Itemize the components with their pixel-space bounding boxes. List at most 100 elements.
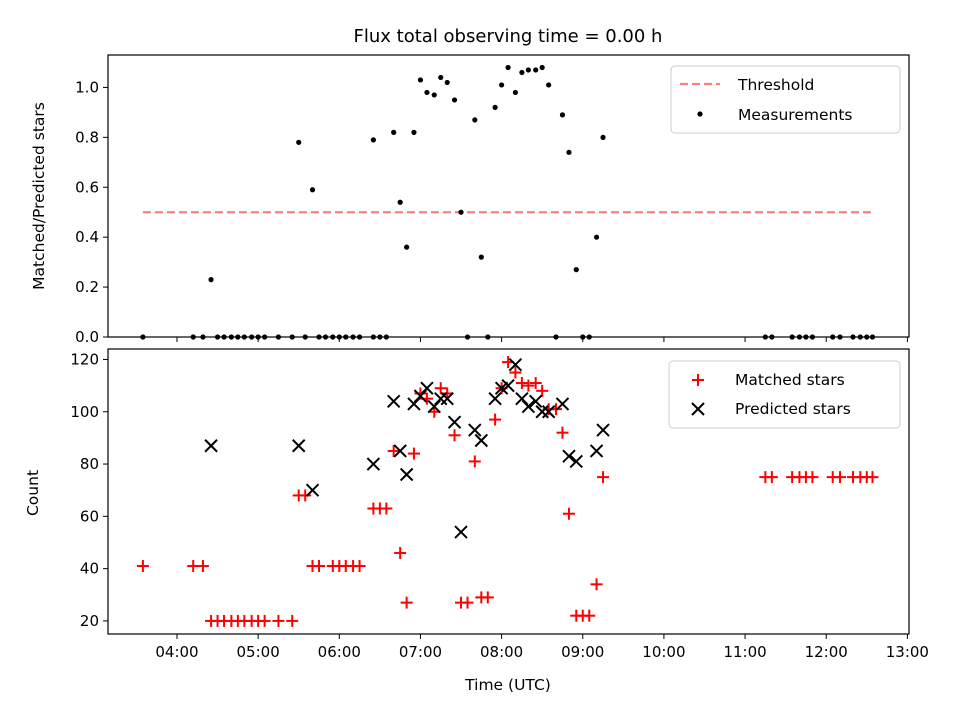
count-legend: Matched stars Predicted stars [668,360,901,429]
time-x-tick-label: 12:00 [805,643,848,661]
count-y-tick-label: 20 [80,612,99,630]
measurement-point [539,64,545,71]
threshold-legend-label: Threshold [737,76,814,94]
measurements-legend-label: Measurements [738,106,853,124]
matched-star-point [536,384,549,397]
predicted-legend-swatch [691,402,705,416]
time-x-tick-label: 04:00 [155,643,198,661]
ratio-y-axis-label: Matched/Predicted stars [30,102,48,290]
time-x-tick-label: 07:00 [399,643,442,661]
matched-legend-swatch [692,374,704,386]
matched-star-point [834,471,847,484]
measurement-point [593,234,600,240]
measurement-point [478,254,484,260]
matched-star-point [286,614,299,627]
measurement-point [208,277,214,283]
measurement-point [472,117,478,123]
predicted-star-point [454,525,468,539]
predicted-star-point [521,399,536,414]
time-x-tick-label: 10:00 [642,643,685,661]
ratio-x-ticks [176,337,908,342]
time-x-tick-label: 13:00 [886,643,929,661]
predicted-star-point [569,454,583,469]
predicted-star-point [535,405,549,419]
matched-star-point [529,376,542,389]
matched-star-point [136,560,149,573]
predicted-star-point [528,394,543,409]
matched-star-point [489,413,502,426]
matched-star-point [866,471,879,484]
matched-star-point [434,382,447,395]
time-x-tick-label: 11:00 [723,643,766,661]
ratio-legend: Threshold Measurements [670,65,901,134]
time-x-tick-label: 05:00 [237,643,280,661]
measurement-point [499,82,505,88]
predicted-star-point [440,391,454,406]
measurement-point [600,134,606,140]
matched-star-point [556,426,569,439]
predicted-star-point [501,378,515,393]
time-x-axis-label: Time (UTC) [464,676,551,694]
count-legend-box [668,360,901,429]
matched-star-point [509,366,522,379]
count-y-axis-label: Count [24,470,42,516]
matched-star-point [448,429,461,442]
matched-star-point [597,471,610,484]
measurement-point [512,89,518,96]
matched-star-point [380,502,393,515]
matched-star-point [258,614,271,627]
ratio-y-tick-label: 0.0 [75,328,99,346]
predicted-legend-label: Predicted stars [735,400,851,418]
chart-title: Flux total observing time = 0.00 h [354,26,663,47]
measurement-point [492,104,498,111]
matched-star-point [272,614,285,627]
predicted-star-point [386,394,401,409]
predicted-star-point [474,433,489,448]
measurement-point [566,149,572,155]
measurement-point [458,209,464,215]
matched-star-point [461,596,474,609]
matched-star-point [196,560,209,573]
count-y-tick-label: 40 [80,560,99,578]
measurement-point [438,74,444,81]
measurements-legend-swatch [697,111,703,117]
ratio-y-tick-label: 1.0 [75,78,99,96]
ratio-y-tick-label: 0.6 [75,178,99,196]
matched-star-point [394,546,407,559]
matched-star-point [400,596,413,609]
time-x-tick-label: 09:00 [561,643,604,661]
matched-star-point [590,578,603,591]
measurement-point [370,137,376,143]
measurement-point [519,69,525,76]
predicted-star-point [555,397,570,411]
count-plot-frame [107,348,910,635]
count-panel: Count Time (UTC) 20 40 60 80 100 120 04:00 05:… [24,348,929,694]
matched-star-point [583,609,596,622]
predicted-star-point [488,391,502,406]
predicted-star-point [562,449,576,463]
predicted-star-point [541,405,556,419]
predicted-star-point [420,381,434,395]
matched-star-point [299,489,312,502]
measurement-point [546,82,552,88]
measurement-point [451,97,458,103]
count-y-ticks: 20 40 60 80 100 120 [70,350,108,630]
ratio-panel: Flux total observing time = 0.00 h Match… [30,26,910,346]
ratio-y-tick-label: 0.4 [75,228,99,246]
matched-star-point [353,560,366,573]
measurement-point [391,129,397,135]
measurement-point [559,112,566,118]
measurement-point [296,139,302,145]
matched-star-point [468,455,481,468]
predicted-star-point [292,439,306,453]
measurement-point [505,64,511,71]
predicted-star-point [204,439,218,453]
ratio-legend-box [670,65,901,134]
predicted-star-point [305,483,320,497]
matched-star-point [562,507,575,520]
predicted-star-point [508,357,523,372]
matched-star-point [313,560,326,573]
time-x-tick-label: 06:00 [318,643,361,661]
measurement-point [417,77,424,83]
